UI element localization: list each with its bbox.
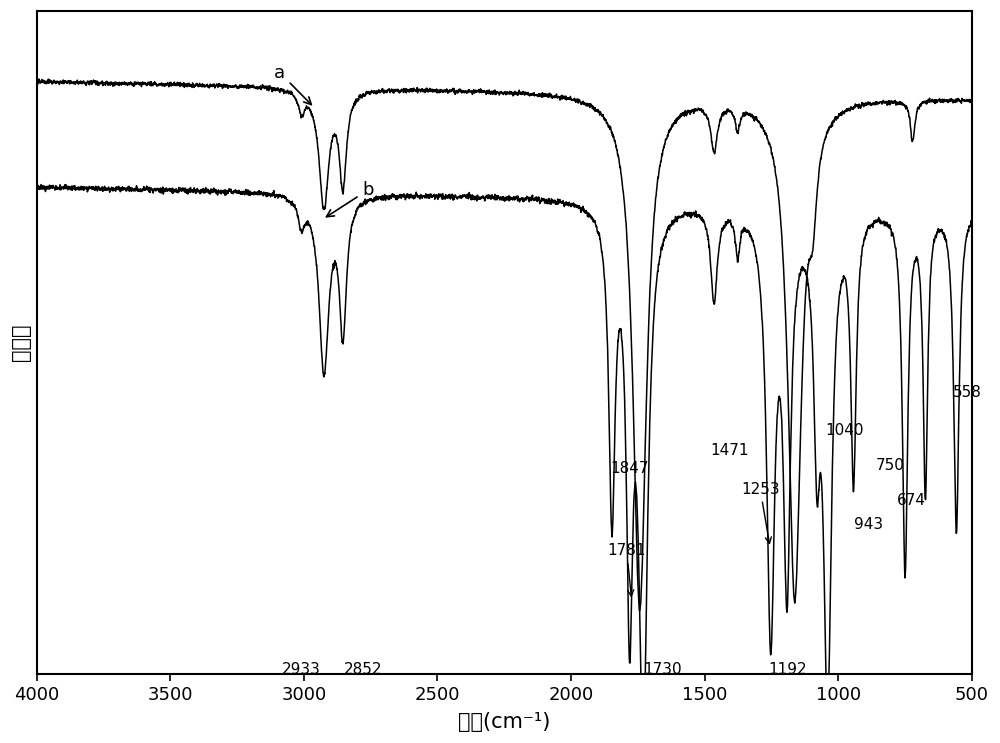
Text: b: b (326, 181, 374, 217)
Text: 1471: 1471 (710, 444, 749, 458)
Text: 2852: 2852 (343, 662, 382, 677)
Text: 1847: 1847 (610, 461, 648, 476)
X-axis label: 波数(cm⁻¹): 波数(cm⁻¹) (458, 712, 550, 732)
Text: 1253: 1253 (741, 481, 780, 543)
Y-axis label: 透过率: 透过率 (11, 324, 31, 361)
Text: a: a (274, 64, 311, 105)
Text: 943: 943 (854, 516, 883, 532)
Text: 2933: 2933 (282, 662, 320, 677)
Text: 1040: 1040 (825, 423, 864, 438)
Text: 1730: 1730 (643, 662, 682, 677)
Text: 1781: 1781 (607, 543, 646, 596)
Text: 558: 558 (953, 385, 982, 400)
Text: 750: 750 (876, 458, 905, 473)
Text: 674: 674 (897, 493, 926, 508)
Text: 1192: 1192 (768, 662, 807, 677)
